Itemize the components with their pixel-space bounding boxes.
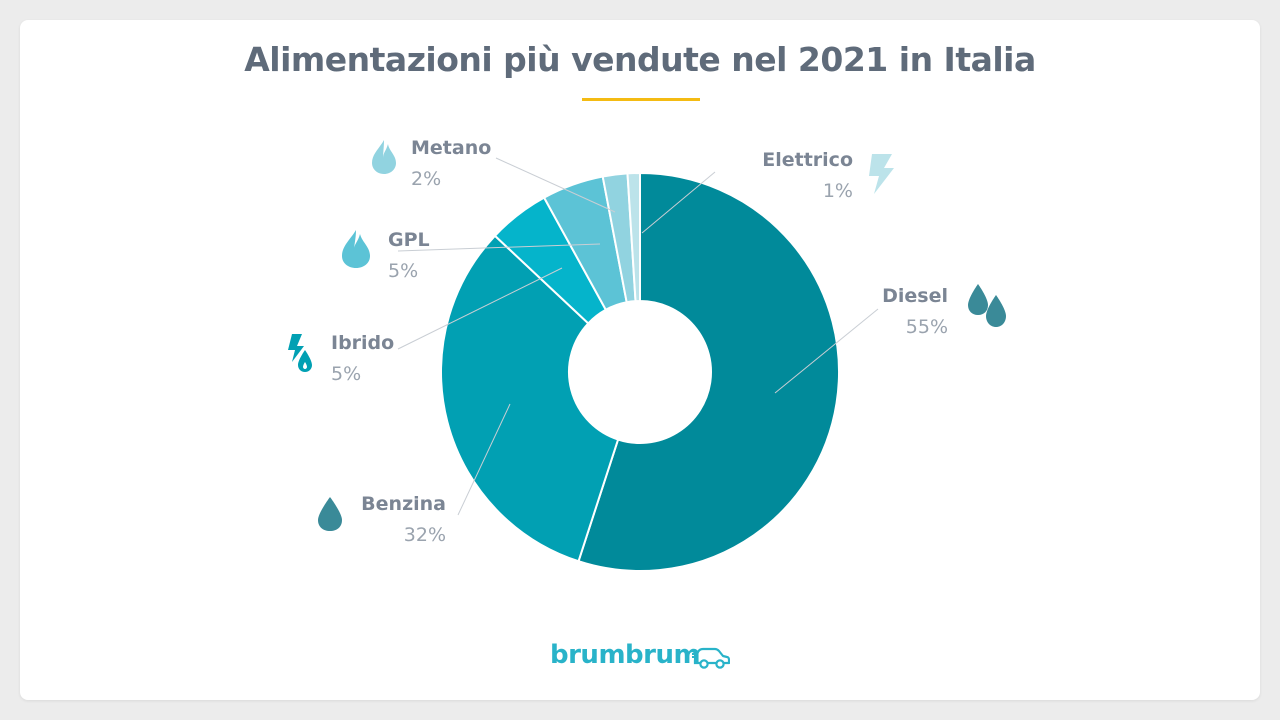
slice-percent-ibrido: 5% — [331, 363, 361, 385]
slice-benzina — [440, 234, 620, 563]
double-drop-icon — [968, 284, 1006, 327]
leader-line-elettrico — [641, 171, 716, 234]
slice-elettrico — [626, 171, 641, 303]
slice-diesel — [577, 171, 840, 572]
leader-line-benzina — [457, 403, 511, 516]
leader-line-metano — [495, 157, 616, 213]
brand-name: brumbrum — [550, 640, 701, 670]
flame-icon — [342, 230, 370, 268]
slice-label-gpl: GPL — [388, 229, 430, 251]
donut-slices — [440, 171, 840, 572]
slice-label-metano: Metano — [411, 137, 491, 159]
slice-percent-gpl: 5% — [388, 260, 418, 282]
chart-card — [20, 20, 1260, 700]
bolt-icon — [869, 154, 894, 194]
car-icon — [692, 647, 730, 669]
slice-labels: Diesel 55% Benzina 32% Ibrido 5% GPL 5% Metano 2%… — [331, 137, 948, 546]
flame-icon — [372, 140, 396, 174]
slice-label-ibrido: Ibrido — [331, 332, 394, 354]
slice-label-elettrico: Elettrico — [762, 149, 853, 171]
slice-percent-metano: 2% — [411, 168, 441, 190]
drop-icon — [318, 497, 342, 531]
slice-label-diesel: Diesel — [882, 285, 948, 307]
slice-percent-elettrico: 1% — [823, 180, 853, 202]
hybrid-bolt-drop-icon — [288, 334, 312, 372]
leader-line-diesel — [774, 308, 879, 394]
slice-percent-benzina: 32% — [404, 524, 446, 546]
chart-title: Alimentazioni più vendute nel 2021 in It… — [244, 40, 1036, 79]
leader-line-ibrido — [397, 267, 563, 350]
leader-lines — [397, 157, 879, 516]
title-underline — [582, 98, 700, 101]
leader-line-gpl — [397, 243, 601, 252]
slice-label-benzina: Benzina — [361, 493, 446, 515]
brand-logo: brumbrum — [550, 640, 730, 670]
slice-percent-diesel: 55% — [906, 316, 948, 338]
